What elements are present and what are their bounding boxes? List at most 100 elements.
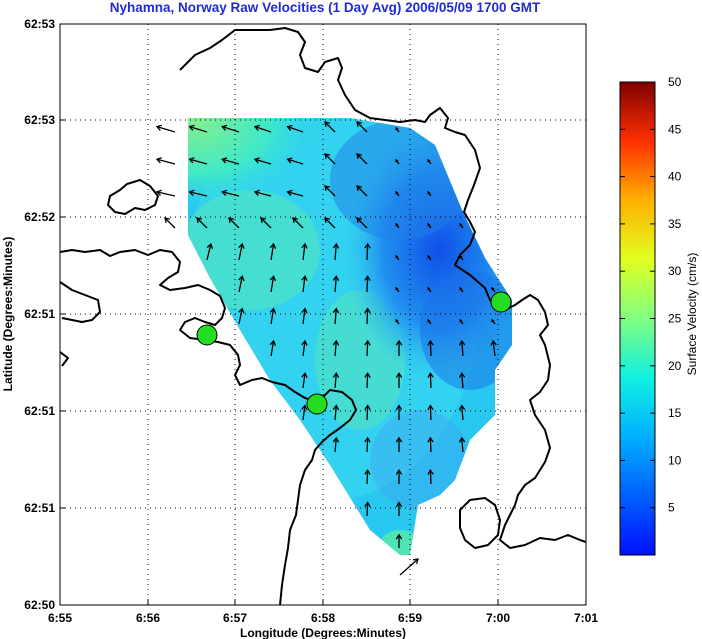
- velocity-arrow: [164, 217, 176, 229]
- velocity-arrow-head: [206, 242, 214, 249]
- x-tick-label: 6:59: [398, 611, 422, 625]
- station-marker: [196, 324, 218, 346]
- velocity-arrow-head: [364, 275, 371, 281]
- velocity-arrow-head: [364, 307, 371, 314]
- x-tick-label: 6:56: [136, 611, 160, 625]
- velocity-arrow: [156, 126, 176, 133]
- velocity-arrow: [260, 217, 272, 229]
- velocity-arrow: [302, 308, 306, 325]
- velocity-arrow-head: [395, 319, 399, 323]
- velocity-arrow-head: [459, 319, 463, 323]
- x-tick-label: 6:55: [48, 611, 72, 625]
- velocity-arrow: [254, 191, 272, 197]
- velocity-arrow: [366, 405, 369, 421]
- velocity-arrow-head: [458, 372, 466, 379]
- velocity-arrow-head: [427, 287, 431, 291]
- velocity-arrow: [156, 158, 176, 165]
- velocity-arrow-head: [427, 469, 434, 475]
- velocity-arrow: [356, 185, 368, 197]
- y-tick-label: 62:52: [24, 210, 55, 224]
- velocity-arrow: [429, 373, 432, 389]
- velocity-arrow: [429, 340, 432, 357]
- velocity-arrow-head: [301, 339, 308, 346]
- colorbar-gradient: [619, 81, 656, 556]
- velocity-arrow-head: [253, 157, 260, 164]
- colorbar-ticks: 5 10 15 20 25 30 35 40 45 50: [620, 75, 682, 515]
- velocity-arrow: [238, 243, 243, 261]
- velocity-arrow-head: [269, 339, 277, 346]
- velocity-arrow-head: [221, 124, 228, 131]
- velocity-arrow: [461, 405, 464, 421]
- velocity-arrow-head: [155, 189, 162, 196]
- velocity-arrow-head: [427, 319, 431, 323]
- velocity-arrow: [334, 276, 337, 293]
- velocity-arrow-head: [238, 307, 245, 314]
- velocity-arrow-head: [332, 275, 340, 282]
- velocity-arrow: [334, 373, 337, 389]
- colorbar-tick-label: 20: [668, 359, 682, 373]
- velocity-arrow-head: [395, 127, 399, 131]
- velocity-arrow-head: [196, 217, 203, 224]
- y-tick-label: 62:51: [24, 404, 55, 418]
- velocity-arrow-head: [301, 242, 308, 249]
- station-marker: [306, 393, 328, 415]
- velocity-arrow-head: [364, 469, 371, 475]
- velocity-arrow-head: [188, 124, 195, 131]
- velocity-arrow-head: [427, 255, 431, 259]
- velocity-arrow-head: [427, 191, 431, 195]
- velocity-arrow: [366, 276, 369, 293]
- colorbar-tick-label: 30: [668, 264, 682, 278]
- velocity-arrow: [302, 405, 306, 421]
- y-axis-label: Latitude (Degrees:Minutes): [1, 237, 15, 392]
- velocity-arrow-head: [458, 436, 466, 443]
- chart-title: Nyhamna, Norway Raw Velocities (1 Day Av…: [110, 0, 541, 15]
- velocity-arrow-head: [324, 121, 331, 128]
- colorbar-tick-label: 15: [668, 406, 682, 420]
- velocity-arrow-head: [427, 223, 431, 227]
- velocity-arrow-head: [238, 242, 245, 249]
- velocity-arrow: [189, 126, 208, 133]
- velocity-arrow-head: [269, 275, 277, 282]
- velocity-arrow: [366, 308, 369, 325]
- velocity-arrow-head: [364, 404, 371, 411]
- velocity-arrow-head: [427, 436, 434, 443]
- y-tick-labels: 62:50 62:51 62:51 62:51 62:52 62:53 62:5…: [24, 17, 55, 612]
- velocity-arrow-head: [427, 159, 431, 163]
- velocity-arrow-head: [412, 558, 419, 564]
- velocity-arrow-head: [356, 153, 363, 160]
- velocity-arrow-head: [301, 372, 308, 379]
- velocity-arrow-head: [491, 319, 495, 323]
- velocity-arrow-head: [260, 217, 267, 224]
- velocity-arrow: [222, 126, 240, 133]
- velocity-arrow: [429, 437, 432, 453]
- colorbar-tick-label: 5: [668, 501, 675, 515]
- velocity-arrow: [492, 340, 496, 357]
- velocity-arrow-head: [292, 217, 299, 224]
- velocity-arrow-head: [228, 217, 235, 224]
- velocity-arrow: [206, 243, 212, 261]
- velocity-arrow-head: [286, 124, 293, 131]
- colorbar-tick-label: 35: [668, 217, 682, 231]
- velocity-arrow-head: [356, 217, 363, 224]
- velocity-arrow: [238, 276, 243, 293]
- velocity-arrow-head: [395, 533, 403, 540]
- velocity-arrow-head: [427, 404, 434, 411]
- x-tick-label: 7:00: [486, 611, 510, 625]
- velocity-arrow: [189, 158, 208, 165]
- grid-lines: [60, 24, 586, 605]
- velocity-arrow-head: [364, 436, 371, 443]
- colorbar-tick-label: 45: [668, 122, 682, 136]
- y-tick-label: 62:53: [24, 17, 55, 31]
- velocity-arrow-head: [395, 501, 403, 508]
- velocity-arrow-head: [458, 404, 466, 411]
- colorbar-tick-label: 25: [668, 312, 682, 326]
- velocity-arrow: [366, 373, 369, 389]
- velocity-arrow-head: [395, 191, 399, 195]
- velocity-arrow-head: [324, 185, 331, 192]
- velocity-arrow-head: [253, 124, 260, 131]
- velocity-arrow-head: [332, 436, 340, 443]
- velocity-arrow-head: [364, 339, 371, 346]
- velocity-arrow-head: [395, 404, 403, 411]
- coastline-north-island: [179, 27, 586, 549]
